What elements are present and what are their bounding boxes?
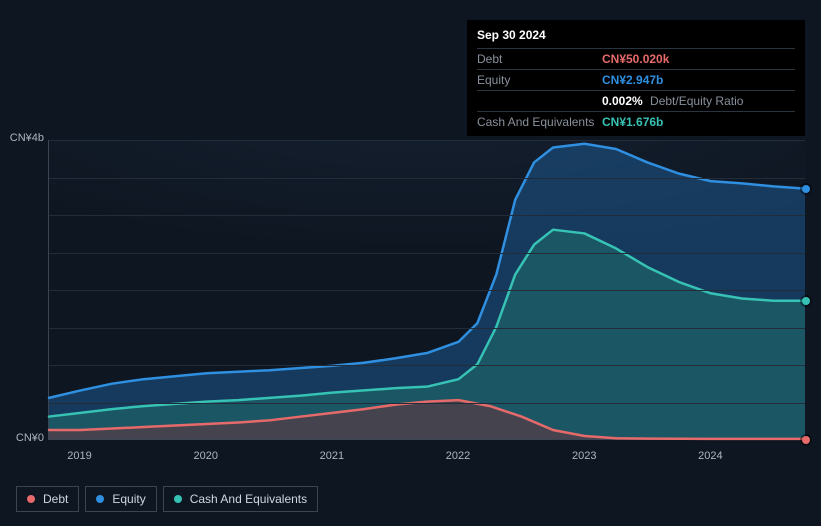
tooltip-row: EquityCN¥2.947b	[477, 69, 795, 90]
series-end-dot-debt	[802, 436, 810, 444]
series-end-dot-cash	[802, 297, 810, 305]
chart-gridline	[49, 215, 805, 216]
chart-area	[16, 140, 805, 440]
tooltip-row-value: CN¥2.947b	[602, 73, 795, 87]
x-axis-label: 2024	[698, 450, 722, 462]
series-end-dot-equity	[802, 185, 810, 193]
legend-dot-icon	[174, 495, 182, 503]
legend-dot-icon	[96, 495, 104, 503]
legend-item-cash[interactable]: Cash And Equivalents	[163, 486, 318, 512]
chart-gridline	[49, 253, 805, 254]
chart-plot[interactable]	[48, 140, 805, 440]
tooltip-row-label	[477, 94, 602, 108]
legend-item-equity[interactable]: Equity	[85, 486, 156, 512]
y-axis-label: CN¥4b	[4, 132, 44, 144]
chart-gridline	[49, 290, 805, 291]
tooltip-row: DebtCN¥50.020k	[477, 48, 795, 69]
chart-gridline	[49, 140, 805, 141]
legend-item-label: Debt	[43, 492, 68, 506]
x-axis-label: 2021	[320, 450, 344, 462]
x-axis-label: 2020	[193, 450, 217, 462]
y-axis-label: CN¥0	[4, 432, 44, 444]
tooltip-row-value: 0.002% Debt/Equity Ratio	[602, 94, 795, 108]
tooltip-row-label: Cash And Equivalents	[477, 115, 602, 129]
tooltip-row-value: CN¥1.676b	[602, 115, 795, 129]
chart-gridline	[49, 328, 805, 329]
tooltip-row: Cash And EquivalentsCN¥1.676b	[477, 111, 795, 132]
chart-gridline	[49, 403, 805, 404]
tooltip-row: 0.002% Debt/Equity Ratio	[477, 90, 795, 111]
tooltip-date: Sep 30 2024	[477, 28, 795, 48]
x-axis-label: 2023	[572, 450, 596, 462]
legend-item-label: Cash And Equivalents	[190, 492, 307, 506]
legend-dot-icon	[27, 495, 35, 503]
chart-gridline	[49, 178, 805, 179]
x-axis-label: 2019	[67, 450, 91, 462]
x-axis-label: 2022	[446, 450, 470, 462]
tooltip-row-value: CN¥50.020k	[602, 52, 795, 66]
legend-item-label: Equity	[112, 492, 145, 506]
chart-legend: Debt Equity Cash And Equivalents	[16, 486, 318, 512]
tooltip-row-label: Equity	[477, 73, 602, 87]
legend-item-debt[interactable]: Debt	[16, 486, 79, 512]
chart-gridline	[49, 365, 805, 366]
tooltip-row-label: Debt	[477, 52, 602, 66]
chart-tooltip: Sep 30 2024 DebtCN¥50.020kEquityCN¥2.947…	[467, 20, 805, 136]
